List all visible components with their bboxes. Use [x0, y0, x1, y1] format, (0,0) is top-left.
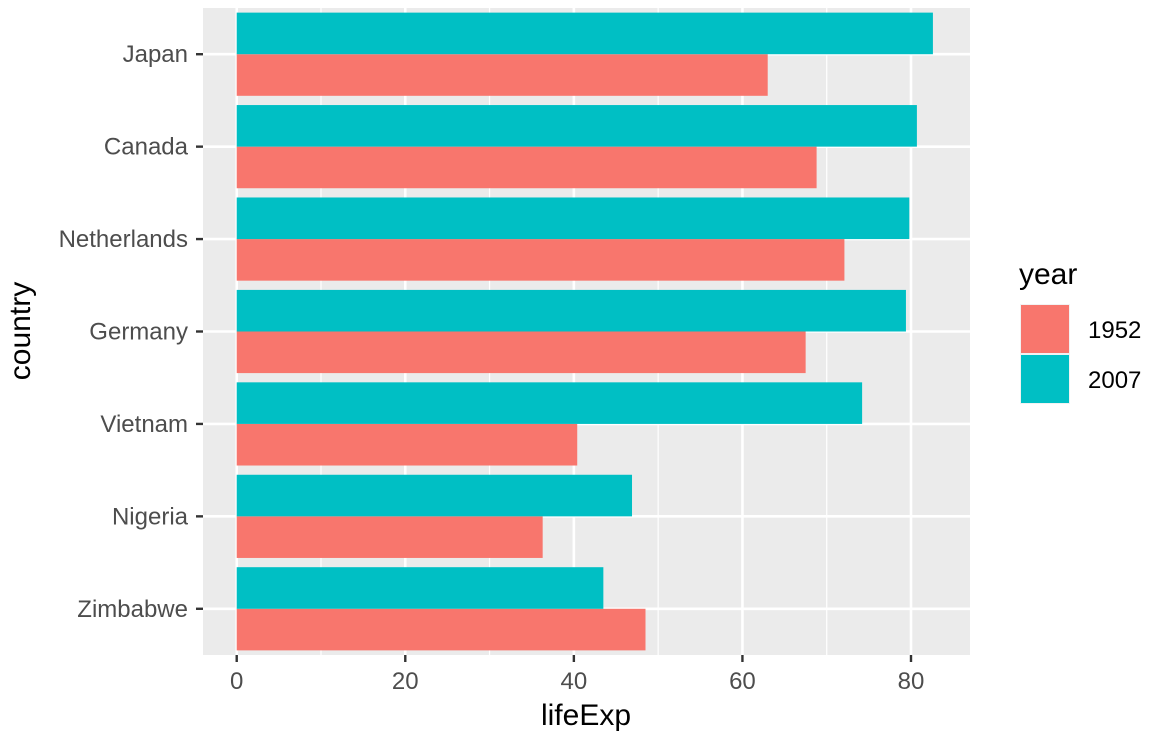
legend-label-2007: 2007: [1088, 367, 1141, 394]
legend-label-1952: 1952: [1088, 317, 1141, 344]
bar-2007-nigeria: [237, 475, 632, 517]
bar-1952-canada: [237, 147, 817, 189]
y-tick-label: Canada: [104, 134, 189, 161]
y-axis: Japan Canada Netherlands Germany Vietnam Nige…: [59, 41, 203, 623]
y-tick-label: Vietnam: [100, 411, 188, 438]
y-tick-label: Nigeria: [112, 503, 189, 530]
legend-swatch-2007: [1021, 355, 1069, 403]
bar-1952-germany: [237, 332, 806, 374]
x-axis: 0 20 40 60 80: [230, 655, 924, 695]
x-tick-label: 40: [561, 668, 588, 695]
y-tick-label: Zimbabwe: [77, 596, 188, 623]
bar-1952-zimbabwe: [237, 609, 646, 651]
x-tick-label: 60: [729, 668, 756, 695]
legend: year 1952 2007: [1019, 258, 1141, 404]
bar-2007-vietnam: [237, 382, 862, 424]
y-axis-title: country: [4, 282, 37, 380]
bar-2007-germany: [237, 290, 906, 332]
bar-2007-zimbabwe: [237, 567, 604, 609]
x-tick-label: 0: [230, 668, 243, 695]
y-tick-label: Japan: [123, 41, 188, 68]
x-axis-title: lifeExp: [541, 699, 631, 732]
bar-2007-canada: [237, 105, 917, 147]
x-tick-label: 20: [392, 668, 419, 695]
bar-2007-netherlands: [237, 197, 910, 239]
legend-swatch-1952: [1021, 305, 1069, 353]
bar-2007-japan: [237, 13, 933, 55]
bar-1952-japan: [237, 54, 768, 96]
bar-1952-nigeria: [237, 516, 543, 558]
legend-title: year: [1019, 258, 1077, 291]
bar-1952-netherlands: [237, 239, 845, 281]
y-tick-label: Netherlands: [59, 226, 188, 253]
bar-1952-vietnam: [237, 424, 578, 466]
x-tick-label: 80: [898, 668, 925, 695]
y-tick-label: Germany: [89, 319, 188, 346]
